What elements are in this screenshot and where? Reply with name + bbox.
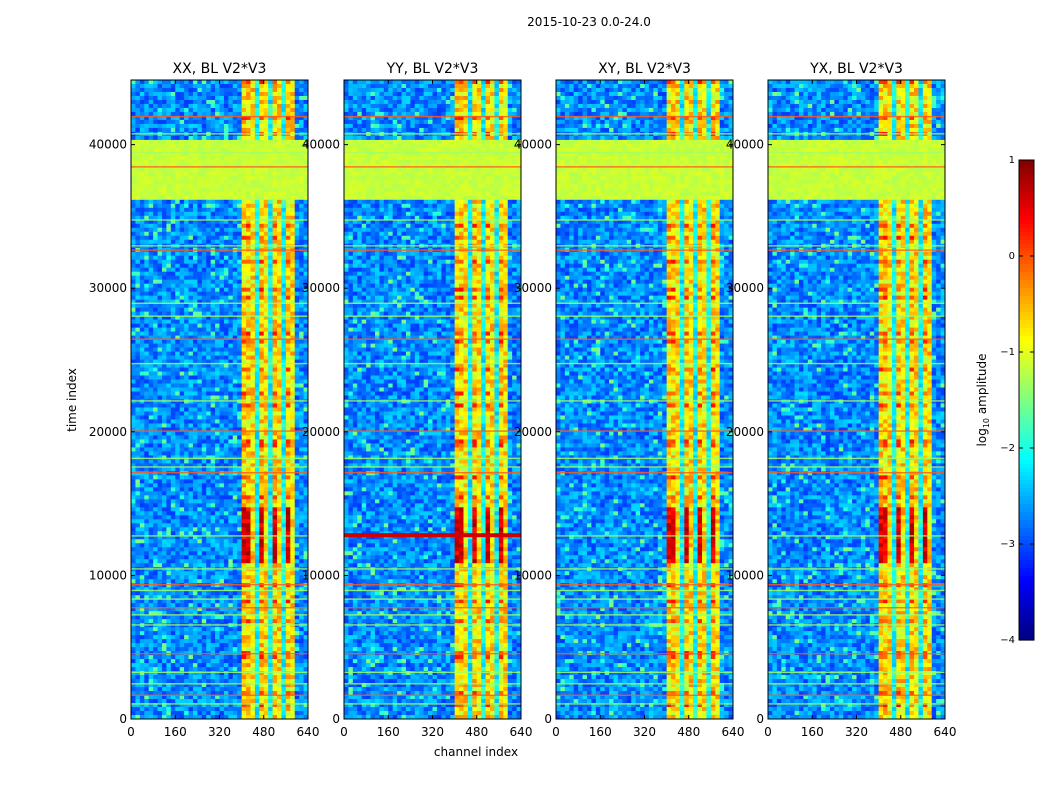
heatmap-image [556,80,733,719]
x-tick-label: 480 [252,725,275,739]
y-tick-label: 20000 [514,425,552,439]
y-tick-label: 10000 [89,568,127,582]
y-tick-label: 20000 [89,425,127,439]
colorbar-tick-label: 1 [1009,155,1015,166]
x-tick-label: 160 [377,725,400,739]
x-tick-label: 320 [633,725,656,739]
x-tick-label: 640 [934,725,957,739]
x-tick-label: 640 [722,725,745,739]
x-axis-label: channel index [434,745,518,759]
y-tick-label: 10000 [514,568,552,582]
y-tick-label: 10000 [302,568,340,582]
colorbar-tick-label: −4 [1000,635,1015,646]
colorbar-tick-label: −1 [1000,347,1015,358]
panel-title: XX, BL V2*V3 [173,61,267,77]
colorbar-tick-label: −3 [1000,539,1015,550]
y-tick-label: 30000 [89,281,127,295]
y-tick-label: 30000 [514,281,552,295]
x-tick-label: 640 [510,725,533,739]
y-tick-label: 40000 [89,138,127,152]
colorbar-tick-label: 0 [1009,251,1015,262]
x-tick-label: 480 [677,725,700,739]
y-tick-label: 40000 [514,138,552,152]
y-tick-label: 20000 [302,425,340,439]
y-tick-label: 0 [756,712,764,726]
heatmap-image [344,80,521,719]
y-tick-label: 20000 [726,425,764,439]
x-tick-label: 0 [340,725,348,739]
y-tick-label: 30000 [302,281,340,295]
heatmap-image [768,80,945,719]
colorbar-frame [1018,159,1035,641]
colorbar-tick-label: −2 [1000,443,1015,454]
panel-2: YY, BL V2*V3 0 160 320 480 640 0 10000 20000 3000… [302,61,533,739]
y-tick-label: 10000 [726,568,764,582]
heatmap-image [131,80,308,719]
x-tick-label: 640 [297,725,320,739]
panel-title: XY, BL V2*V3 [598,61,691,77]
x-tick-label: 160 [589,725,612,739]
y-tick-label: 30000 [726,281,764,295]
panel-title: YY, BL V2*V3 [386,61,479,77]
y-tick-label: 40000 [302,138,340,152]
x-tick-label: 160 [801,725,824,739]
panel-3: XY, BL V2*V3 0 160 320 480 640 0 10000 20000 3000… [514,61,745,739]
colorbar-gradient [1019,160,1034,641]
x-tick-label: 320 [845,725,868,739]
x-tick-label: 480 [465,725,488,739]
figure-title: 2015-10-23 0.0-24.0 [527,15,651,29]
panel-4: YX, BL V2*V3 0 160 320 480 640 0 10000 20000 3000… [726,61,957,739]
x-tick-label: 320 [208,725,231,739]
y-tick-label: 40000 [726,138,764,152]
x-tick-label: 320 [421,725,444,739]
y-axis-label: time index [65,368,79,432]
x-tick-label: 0 [764,725,772,739]
x-tick-label: 480 [889,725,912,739]
panel-title: YX, BL V2*V3 [809,61,903,77]
x-tick-label: 160 [164,725,187,739]
x-tick-label: 0 [127,725,135,739]
colorbar-label: log10 amplitude [975,354,991,447]
colorbar: 1 0 −1 −2 −3 −4 log10 amplitude [975,155,1035,646]
y-tick-label: 0 [544,712,552,726]
y-tick-label: 0 [119,712,127,726]
heatmap-panels: XX, BL V2*V3 0 160 320 480 640 0 10000 20000 3000… [89,61,957,739]
x-tick-label: 0 [552,725,560,739]
y-tick-label: 0 [332,712,340,726]
panel-1: XX, BL V2*V3 0 160 320 480 640 0 10000 20000 3000… [89,61,320,739]
